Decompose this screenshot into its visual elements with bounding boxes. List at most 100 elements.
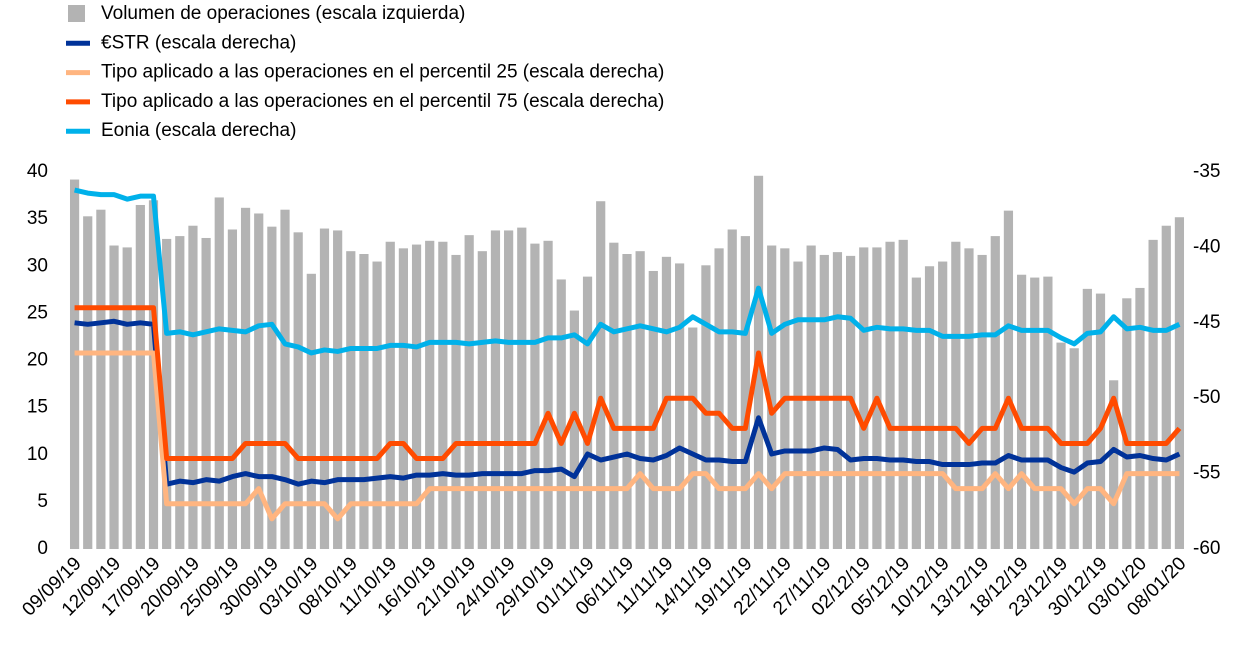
bar [517, 227, 527, 550]
bar [819, 254, 829, 549]
bar [1161, 225, 1171, 549]
bar [162, 238, 172, 550]
bar [951, 241, 961, 549]
bar [306, 273, 316, 549]
legend-swatch [68, 5, 85, 22]
legend-label: Volumen de operaciones (escala izquierda… [101, 3, 465, 24]
bar [135, 204, 145, 550]
bar [635, 251, 645, 550]
bar [96, 209, 106, 549]
bar [1135, 287, 1145, 549]
bar [964, 248, 974, 549]
bar [188, 225, 198, 549]
y-tick-label: 0 [37, 538, 48, 559]
bar [122, 247, 132, 549]
bar [280, 209, 290, 549]
y2-tick-label: -55 [1193, 463, 1220, 484]
bar [924, 266, 935, 549]
bar [556, 279, 566, 549]
bar [227, 229, 238, 549]
bar [69, 179, 80, 550]
bar [293, 232, 303, 549]
bar [648, 270, 658, 549]
bar [201, 237, 211, 549]
bar [596, 201, 606, 549]
bar [1095, 293, 1106, 549]
bar [504, 230, 514, 549]
bar [1174, 217, 1185, 550]
bar [701, 265, 711, 549]
bar [411, 244, 422, 549]
y-tick-label: 30 [27, 255, 48, 276]
bar [609, 242, 619, 549]
y-tick-label: 25 [27, 302, 48, 323]
bar [267, 226, 277, 550]
bar [1109, 380, 1119, 549]
bar [451, 254, 461, 549]
bar [898, 239, 908, 550]
bar [1016, 274, 1027, 549]
y2-tick-label: -50 [1193, 387, 1220, 408]
bar [911, 277, 921, 549]
bar [214, 197, 224, 549]
bar [333, 230, 343, 549]
y2-tick-label: -45 [1193, 312, 1220, 333]
y-tick-label: 15 [27, 397, 48, 418]
bar [569, 310, 579, 549]
bar [767, 245, 777, 549]
bar [372, 261, 382, 549]
line-series [74, 187, 1181, 356]
y-tick-label: 5 [37, 491, 48, 512]
y2-tick-label: -60 [1193, 538, 1220, 559]
bar [1030, 277, 1040, 549]
bar [1069, 348, 1079, 549]
bar [490, 230, 501, 549]
bar [1043, 276, 1053, 549]
legend-label: Tipo aplicado a las operaciones en el pe… [101, 62, 664, 83]
bar [398, 248, 408, 549]
line-series [74, 305, 1182, 462]
bar [675, 263, 685, 549]
bar [582, 276, 593, 549]
bar [543, 240, 553, 550]
bar [688, 327, 698, 549]
bar [346, 251, 356, 550]
y-tick-label: 40 [27, 161, 48, 182]
bar [438, 241, 448, 549]
bar [425, 240, 435, 550]
bar [477, 251, 487, 550]
line-series [74, 318, 1181, 487]
bar [359, 253, 369, 549]
y2-tick-label: -35 [1193, 161, 1220, 182]
bar [240, 207, 251, 549]
bar [938, 261, 948, 549]
bar [977, 254, 987, 549]
legend-label: Eonia (escala derecha) [101, 120, 296, 141]
legend-label: €STR (escala derecha) [101, 32, 296, 53]
bar [254, 213, 264, 549]
bar [727, 229, 737, 549]
bar [1082, 288, 1092, 549]
line-series [74, 350, 1180, 522]
bar [464, 235, 474, 549]
bar [990, 236, 1000, 549]
y2-tick-label: -40 [1193, 236, 1220, 257]
bar [793, 261, 803, 549]
bar [1148, 239, 1158, 550]
legend-label: Tipo aplicado a las operaciones en el pe… [101, 91, 664, 112]
bar [319, 228, 330, 550]
bar [385, 241, 395, 549]
bar [622, 253, 632, 549]
y-tick-label: 35 [27, 208, 48, 229]
bar [1003, 210, 1014, 549]
bar [530, 243, 540, 549]
bar [714, 248, 724, 549]
bar [740, 236, 750, 549]
bar [859, 247, 869, 549]
bar [1122, 298, 1132, 549]
bar [175, 236, 185, 549]
y-tick-label: 10 [27, 444, 48, 465]
bar [885, 241, 895, 549]
bar [109, 245, 119, 549]
